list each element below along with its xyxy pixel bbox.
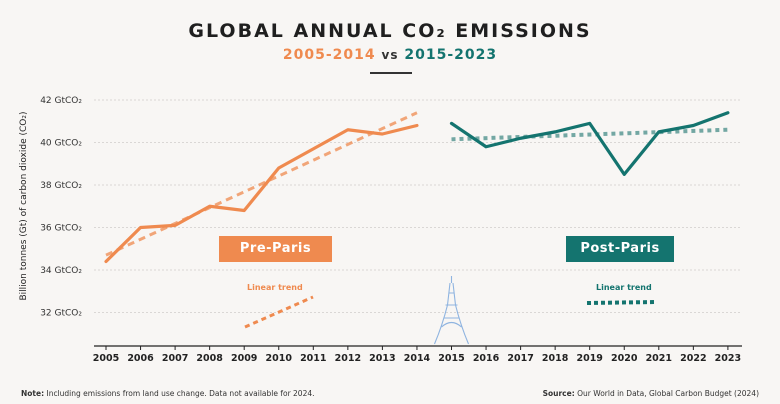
- source-key: Source:: [542, 389, 575, 398]
- note-text: Including emissions from land use change…: [44, 389, 315, 398]
- x-tick-label: 2017: [507, 353, 533, 364]
- x-tick-label: 2010: [266, 353, 293, 364]
- x-tick-label: 2021: [646, 353, 672, 364]
- y-tick-label: 32 GtCO₂: [40, 309, 82, 319]
- x-tick-label: 2020: [611, 353, 638, 364]
- x-tick-label: 2023: [715, 353, 741, 364]
- eiffel-tower-icon: [433, 276, 470, 345]
- trend-legend-samples: [244, 295, 657, 329]
- post-trend-label: Linear trend: [596, 283, 652, 292]
- pre-paris-line: [104, 123, 419, 264]
- y-axis-ticks: 32 GtCO₂ 34 GtCO₂ 36 GtCO₂ 38 GtCO₂ 40 GtCO₂…: [40, 96, 82, 319]
- series-lines: [104, 111, 730, 264]
- x-tick-label: 2019: [576, 353, 602, 364]
- pre-paris-trend-line: [105, 111, 418, 257]
- x-tick-label: 2022: [680, 353, 706, 364]
- trend-lines: [105, 111, 728, 257]
- x-tick-label: 2013: [369, 353, 395, 364]
- pre-paris-badge: Pre-Paris: [219, 236, 332, 262]
- x-tick-label: 2007: [162, 353, 188, 364]
- subtitle-vs: vs: [381, 48, 399, 62]
- subtitle-period-b: 2015-2023: [404, 47, 498, 63]
- chart-subtitle: 2005-2014 vs 2015-2023: [0, 47, 780, 63]
- post-paris-line: [449, 111, 730, 176]
- x-tick-label: 2016: [473, 353, 500, 364]
- grid-lines: [94, 99, 742, 313]
- pre-trend-label: Linear trend: [247, 283, 303, 292]
- post-paris-trend-line: [451, 127, 728, 142]
- y-tick-label: 36 GtCO₂: [40, 224, 82, 234]
- title-divider: [370, 72, 412, 74]
- eiffel-outline: [433, 282, 470, 345]
- post-paris-badge: Post-Paris: [566, 236, 674, 262]
- x-tick-label: 2005: [93, 353, 119, 364]
- x-tick-label: 2012: [335, 353, 361, 364]
- subtitle-period-a: 2005-2014: [282, 47, 376, 63]
- footer-source: Source: Our World in Data, Global Carbon…: [543, 389, 759, 398]
- y-tick-label: 34 GtCO₂: [40, 266, 82, 276]
- y-tick-label: 40 GtCO₂: [40, 139, 82, 149]
- post-trend-sample: [586, 300, 657, 305]
- x-axis-labels: 2005 2006 2007 2008 2009 2010 2011 2012 2013 2014…: [93, 353, 741, 364]
- x-tick-label: 2011: [300, 353, 326, 364]
- note-key: Note:: [21, 389, 45, 398]
- x-tick-label: 2018: [542, 353, 569, 364]
- footer-note: Note: Including emissions from land use …: [21, 389, 315, 398]
- x-tick-label: 2015: [438, 353, 464, 364]
- y-axis-label: Billion tonnes (Gt) of carbon dioxide (C…: [19, 111, 29, 300]
- x-axis-tick-marks: [105, 346, 729, 350]
- x-tick-label: 2014: [404, 353, 431, 364]
- y-tick-label: 38 GtCO₂: [40, 181, 82, 191]
- source-text: Our World in Data, Global Carbon Budget …: [574, 389, 759, 398]
- x-tick-label: 2009: [231, 353, 257, 364]
- y-tick-label: 42 GtCO₂: [40, 96, 82, 106]
- pre-trend-sample: [244, 295, 314, 329]
- x-tick-label: 2006: [127, 353, 154, 364]
- x-tick-label: 2008: [196, 353, 223, 364]
- chart-title: GLOBAL ANNUAL CO₂ EMISSIONS: [188, 20, 592, 42]
- eiffel-braces: [441, 292, 462, 328]
